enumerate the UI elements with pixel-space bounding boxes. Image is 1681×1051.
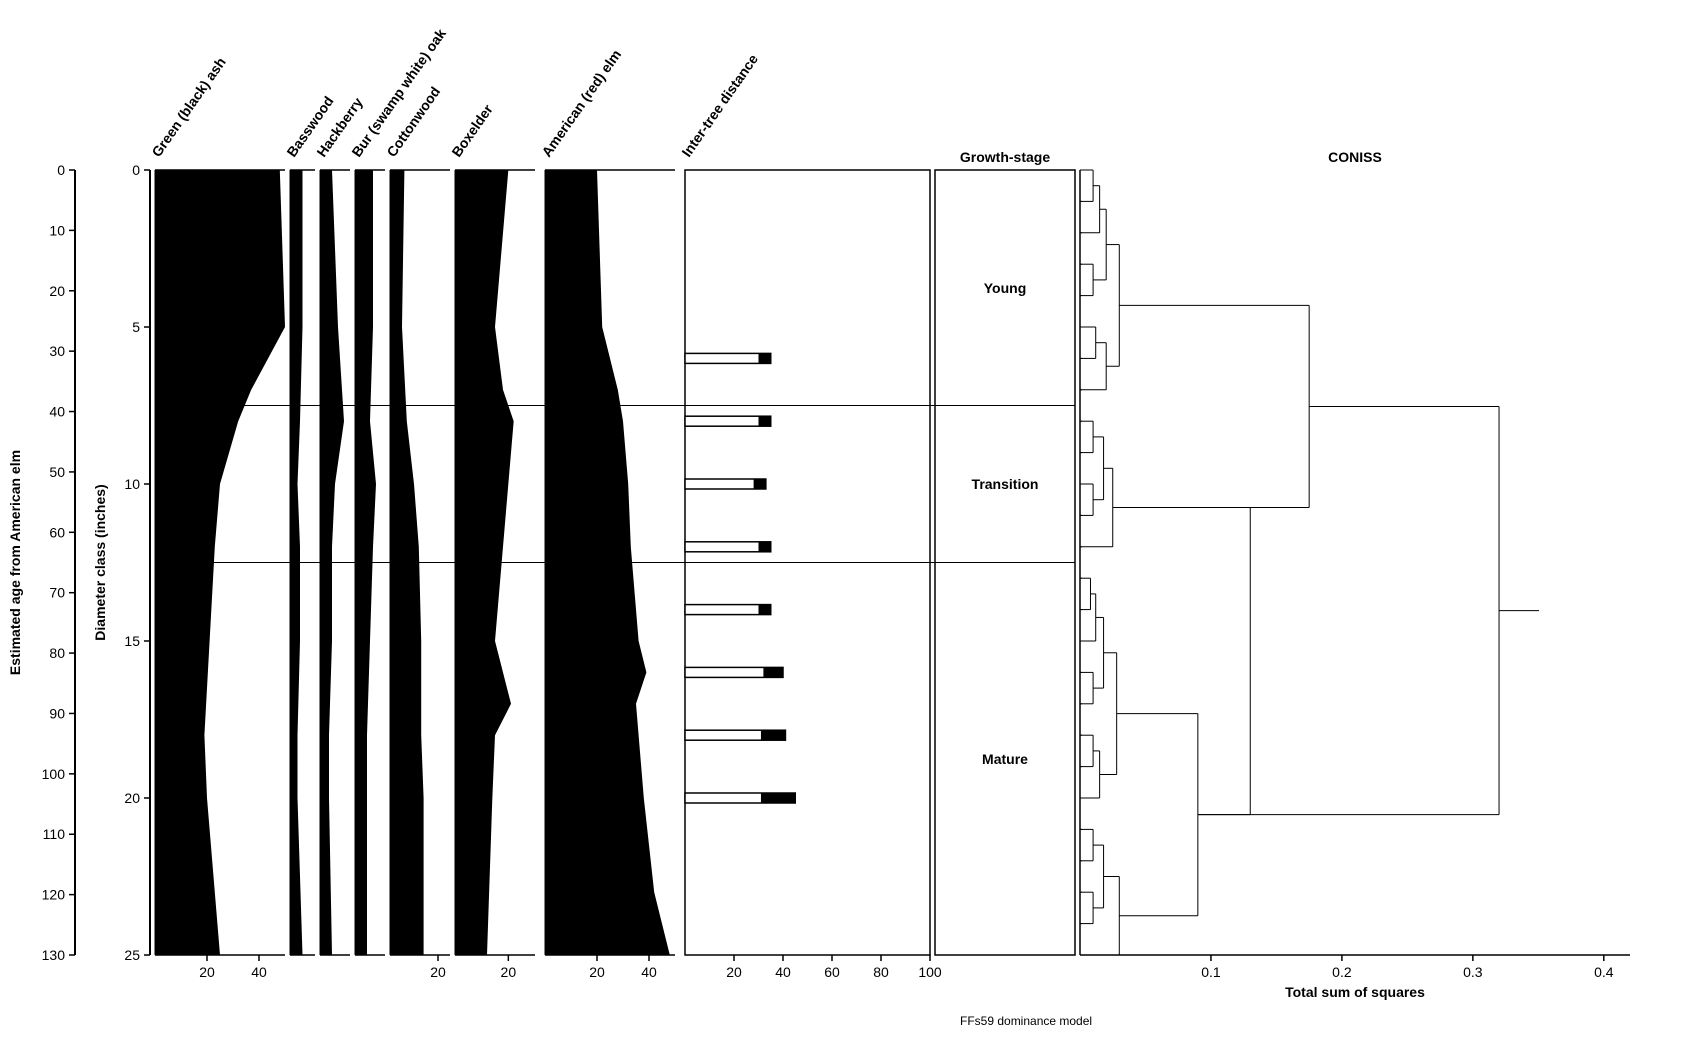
diameter-tick-label: 10 bbox=[124, 476, 140, 492]
species-label: American (red) elm bbox=[538, 47, 624, 160]
age-tick-label: 30 bbox=[49, 343, 65, 359]
inter-tree-bar-outline bbox=[685, 416, 771, 426]
inter-tree-bar-solid bbox=[759, 605, 771, 615]
age-tick-label: 80 bbox=[49, 645, 65, 661]
species-xtick: 20 bbox=[430, 964, 446, 980]
diameter-axis-label: Diameter class (inches) bbox=[92, 484, 108, 640]
stratigraphic-diagram: 0102030405060708090100110120130Estimated… bbox=[0, 0, 1681, 1051]
inter-tree-xtick: 60 bbox=[824, 964, 840, 980]
coniss-xtick: 0.2 bbox=[1332, 964, 1352, 980]
age-tick-label: 120 bbox=[42, 887, 66, 903]
age-tick-label: 40 bbox=[49, 404, 65, 420]
age-tick-label: 10 bbox=[49, 222, 65, 238]
age-axis-label: Estimated age from American elm bbox=[7, 450, 23, 675]
inter-tree-xtick: 100 bbox=[918, 964, 942, 980]
inter-tree-bar-outline bbox=[685, 542, 771, 552]
inter-tree-bar-outline bbox=[685, 353, 771, 363]
growth-stage-header: Growth-stage bbox=[960, 149, 1050, 165]
diameter-tick-label: 0 bbox=[132, 162, 140, 178]
inter-tree-bar-solid bbox=[759, 416, 771, 426]
age-tick-label: 100 bbox=[42, 766, 66, 782]
growth-stage-label: Mature bbox=[982, 751, 1028, 767]
age-tick-label: 90 bbox=[49, 705, 65, 721]
inter-tree-bar-solid bbox=[761, 793, 795, 803]
diameter-tick-label: 25 bbox=[124, 947, 140, 963]
inter-tree-bar-solid bbox=[763, 667, 783, 677]
coniss-xtick: 0.3 bbox=[1463, 964, 1483, 980]
coniss-header: CONISS bbox=[1328, 149, 1382, 165]
inter-tree-bar-outline bbox=[685, 605, 771, 615]
age-tick-label: 20 bbox=[49, 283, 65, 299]
diameter-tick-label: 15 bbox=[124, 633, 140, 649]
growth-stage-label: Young bbox=[984, 280, 1027, 296]
coniss-xtick: 0.1 bbox=[1201, 964, 1221, 980]
age-tick-label: 70 bbox=[49, 585, 65, 601]
diameter-tick-label: 20 bbox=[124, 790, 140, 806]
inter-tree-bar-solid bbox=[759, 542, 771, 552]
footnote: FFs59 dominance model bbox=[960, 1014, 1092, 1028]
inter-tree-label: Inter-tree distance bbox=[678, 51, 761, 160]
age-tick-label: 60 bbox=[49, 524, 65, 540]
inter-tree-bar-solid bbox=[761, 730, 786, 740]
inter-tree-xtick: 20 bbox=[726, 964, 742, 980]
species-xtick: 40 bbox=[251, 964, 267, 980]
coniss-xaxis-label: Total sum of squares bbox=[1285, 984, 1425, 1000]
species-label: Boxelder bbox=[448, 101, 496, 160]
species-xtick: 20 bbox=[501, 964, 517, 980]
diameter-tick-label: 5 bbox=[132, 319, 140, 335]
growth-stage-label: Transition bbox=[972, 476, 1039, 492]
inter-tree-xtick: 40 bbox=[775, 964, 791, 980]
inter-tree-bar-solid bbox=[754, 479, 766, 489]
species-label: Green (black) ash bbox=[148, 54, 229, 159]
coniss-xtick: 0.4 bbox=[1594, 964, 1614, 980]
age-tick-label: 0 bbox=[57, 162, 65, 178]
species-xtick: 40 bbox=[641, 964, 657, 980]
species-xtick: 20 bbox=[589, 964, 605, 980]
age-tick-label: 130 bbox=[42, 947, 66, 963]
inter-tree-bar-solid bbox=[759, 353, 771, 363]
inter-tree-xtick: 80 bbox=[873, 964, 889, 980]
species-xtick: 20 bbox=[199, 964, 215, 980]
age-tick-label: 50 bbox=[49, 464, 65, 480]
age-tick-label: 110 bbox=[43, 826, 66, 842]
